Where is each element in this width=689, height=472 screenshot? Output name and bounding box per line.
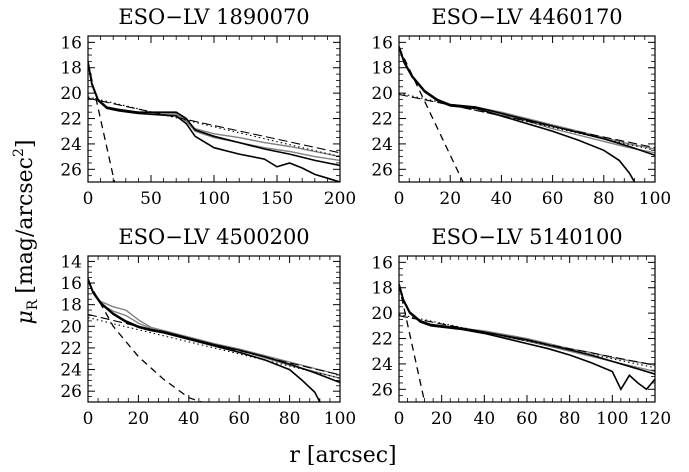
- x-tick-label: 0: [394, 189, 405, 209]
- y-tick-label: 20: [371, 304, 393, 324]
- series-long-dashed-6: [88, 313, 340, 376]
- x-tick-label: 80: [279, 409, 301, 429]
- series-dashed-5: [88, 280, 202, 402]
- x-tick-label: 40: [178, 409, 200, 429]
- x-tick-label: 20: [439, 189, 461, 209]
- x-tick-label: 100: [324, 409, 356, 429]
- y-tick-label: 26: [60, 160, 82, 180]
- y-tick-label: 20: [60, 84, 82, 104]
- x-tick-label: 40: [491, 189, 513, 209]
- series-solid-black-3: [88, 61, 340, 167]
- y-axis-label: μR [mag/arcsec2]: [11, 139, 41, 324]
- panel-title: ESO−LV 4500200: [118, 225, 309, 249]
- y-tick-label: 20: [60, 317, 82, 337]
- series-dashed-5: [88, 62, 116, 182]
- series-long-dashed-6: [88, 97, 340, 154]
- series-long-dashed-6: [399, 315, 655, 366]
- panel-4: ESO−LV 5140100 0 20 40 60 80 100 120 16 18 20 22 24 2…: [371, 225, 671, 429]
- x-tick-label: 0: [83, 189, 94, 209]
- y-tick-label: 18: [60, 296, 82, 316]
- x-tick-label: 200: [324, 189, 356, 209]
- x-tick-label: 80: [559, 409, 581, 429]
- panel-2: ESO−LV 4460170 0 20 40 60 80 100 16 18 20 22 24 26: [371, 5, 671, 209]
- x-tick-label: 20: [128, 409, 150, 429]
- y-tick-label: 18: [371, 59, 393, 79]
- y-tick-label: 22: [60, 339, 82, 359]
- series-solid-black-4: [399, 47, 636, 182]
- y-tick-label: 26: [371, 160, 393, 180]
- y-tick-label: 16: [60, 33, 82, 53]
- panel-1: ESO−LV 1890070 0 50 100 150 200 16 18 20 22 24 26: [60, 5, 356, 209]
- series-solid-black-3: [88, 278, 340, 384]
- panel-title: ESO−LV 4460170: [431, 5, 622, 29]
- x-tick-label: 60: [516, 409, 538, 429]
- y-tick-label: 24: [60, 361, 82, 381]
- series-solid-gray-1: [88, 61, 340, 158]
- plot-frame: [87, 255, 341, 403]
- series-dashed-5: [399, 47, 464, 182]
- panel-title: ESO−LV 1890070: [118, 5, 309, 29]
- y-axis-label-superscript: 2: [11, 148, 27, 157]
- y-tick-label: 24: [371, 355, 393, 375]
- x-axis-label: r [arcsec]: [289, 443, 396, 468]
- y-axis-label-subscript: R: [25, 299, 41, 310]
- y-tick-label: 20: [371, 84, 393, 104]
- y-axis-label-unit: [mag/arcsec: [13, 157, 38, 294]
- y-tick-label: 22: [371, 330, 393, 350]
- x-tick-label: 20: [431, 409, 453, 429]
- x-tick-label: 50: [140, 189, 162, 209]
- y-axis-label-close: ]: [13, 139, 38, 148]
- x-tick-label: 80: [593, 189, 615, 209]
- y-tick-label: 18: [371, 279, 393, 299]
- series-dashed-5: [399, 285, 426, 402]
- y-tick-label: 22: [60, 110, 82, 130]
- y-tick-label: 16: [60, 274, 82, 294]
- series-dotted-7: [399, 92, 655, 151]
- x-tick-label: 0: [83, 409, 94, 429]
- panel-title: ESO−LV 5140100: [431, 225, 622, 249]
- y-tick-label: 26: [60, 382, 82, 402]
- y-tick-label: 14: [60, 252, 82, 272]
- y-tick-label: 18: [60, 59, 82, 79]
- y-tick-label: 24: [371, 135, 393, 155]
- y-axis-label-symbol: μ: [13, 310, 38, 324]
- series-solid-gray-2: [88, 279, 340, 379]
- series-solid-black-3: [399, 283, 655, 375]
- y-tick-label: 22: [371, 110, 393, 130]
- y-tick-label: 24: [60, 135, 82, 155]
- x-tick-label: 100: [198, 189, 230, 209]
- y-tick-label: 16: [371, 33, 393, 53]
- x-tick-label: 40: [474, 409, 496, 429]
- x-tick-label: 150: [261, 189, 293, 209]
- series-solid-black-4: [88, 62, 340, 182]
- x-tick-label: 0: [394, 409, 405, 429]
- series-solid-gray-1: [88, 278, 340, 376]
- x-tick-label: 100: [639, 189, 671, 209]
- series-long-dashed-6: [399, 93, 655, 149]
- series-solid-black-4: [399, 284, 655, 391]
- plot-frame: [398, 35, 656, 183]
- series-solid-gray-1: [399, 45, 655, 150]
- series-dotted-7: [399, 313, 655, 369]
- x-tick-label: 100: [596, 409, 628, 429]
- series-solid-black-4: [88, 279, 321, 402]
- x-tick-label: 60: [542, 189, 564, 209]
- y-tick-label: 16: [371, 253, 393, 273]
- y-tick-label: 26: [371, 380, 393, 400]
- x-tick-label: 120: [639, 409, 671, 429]
- plot-frame: [87, 35, 341, 183]
- x-tick-label: 60: [228, 409, 250, 429]
